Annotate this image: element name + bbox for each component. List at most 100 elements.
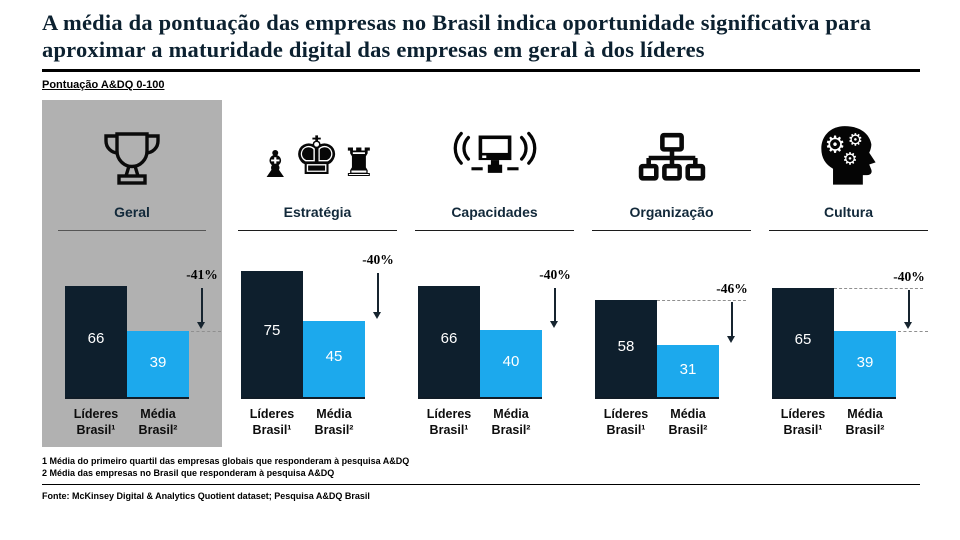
category-divider — [238, 230, 397, 232]
bar-chart-estrategia: 75 45 -40% Líderes Brasil¹ Média Brasil² — [236, 245, 399, 439]
bar-value-label: 40 — [502, 353, 520, 371]
gap-arrow — [908, 290, 910, 323]
media-bar: 31 — [657, 345, 719, 398]
gap-dashed-line-leader — [657, 300, 746, 302]
bars-area: 65 39 -40% — [772, 245, 928, 400]
bar-axis-labels: Líderes Brasil¹ Média Brasil² — [418, 406, 546, 439]
category-column-cultura: ⚙ ⚙ ⚙ Cultura 65 39 -40% Líderes Brasil¹ Médi… — [767, 100, 930, 447]
bar-value-label: 75 — [263, 322, 281, 340]
axis-label: Líderes Brasil¹ — [780, 407, 826, 438]
source-line: Fonte: McKinsey Digital & Analytics Quot… — [42, 491, 370, 502]
bar-chart-capacidades: 66 40 -40% Líderes Brasil¹ Média Brasil² — [413, 245, 576, 439]
category-divider — [415, 230, 574, 232]
footnote-1: 1 Média do primeiro quartil das empresas… — [42, 455, 410, 466]
category-label: Organização — [629, 204, 714, 221]
chart-unit-label: Pontuação A&DQ 0-100 — [42, 79, 165, 92]
axis-baseline — [65, 397, 189, 400]
bar-axis-labels: Líderes Brasil¹ Média Brasil² — [595, 406, 723, 439]
svg-text:⚙: ⚙ — [824, 131, 845, 159]
bars-area: 75 45 -40% — [241, 245, 397, 400]
bars-area: 66 39 -41% — [65, 245, 221, 400]
footnote-2: 2 Média das empresas no Brasil que respo… — [42, 467, 335, 478]
gap-dashed-line-media — [191, 331, 221, 333]
trophy-icon — [42, 112, 222, 202]
gap-arrow-head — [373, 312, 381, 320]
bar-chart-organizacao: 58 31 -46% Líderes Brasil¹ Média Brasil² — [590, 245, 753, 439]
category-divider — [592, 230, 751, 232]
gap-percent-label: -46% — [716, 281, 748, 297]
bar-chart-geral: 66 39 -41% Líderes Brasil¹ Média Brasil² — [42, 245, 222, 439]
bar-value-label: 45 — [325, 348, 343, 366]
leader-bar: 75 — [241, 271, 303, 398]
bars-area: 58 31 -46% — [595, 245, 751, 400]
bar-value-label: 65 — [794, 331, 812, 349]
org-chart-icon — [590, 112, 753, 202]
axis-baseline — [418, 397, 542, 400]
gap-arrow-head — [904, 322, 912, 330]
category-column-organizacao: Organização 58 31 -46% Líderes Brasil¹ Média B… — [590, 100, 753, 447]
bar-value-label: 58 — [617, 338, 635, 356]
gap-percent-label: -40% — [893, 269, 925, 285]
category-column-estrategia: ♝ ♚ ♜ Estratégia 75 45 -40% Líderes Brasil¹ Méd… — [236, 100, 399, 447]
axis-label: Líderes Brasil¹ — [426, 407, 472, 438]
gap-arrow — [377, 273, 379, 313]
leader-bar: 65 — [772, 288, 834, 398]
axis-label: Média Brasil² — [314, 407, 354, 438]
title-divider — [42, 69, 920, 73]
category-label: Geral — [114, 204, 150, 221]
bar-chart-cultura: 65 39 -40% Líderes Brasil¹ Média Brasil² — [767, 245, 930, 439]
axis-label: Média Brasil² — [845, 407, 885, 438]
bar-value-label: 31 — [679, 361, 697, 379]
bar-value-label: 66 — [440, 330, 458, 348]
gap-arrow — [201, 288, 203, 323]
category-columns: Geral 66 39 -41% Líderes Brasil¹ Média Brasil²… — [42, 100, 932, 447]
category-divider — [58, 230, 206, 232]
gap-arrow-head — [727, 336, 735, 344]
gap-arrow — [554, 288, 556, 322]
category-divider — [769, 230, 928, 232]
media-bar: 39 — [127, 331, 189, 398]
axis-label: Líderes Brasil¹ — [249, 407, 295, 438]
head-with-gears-icon: ⚙ ⚙ ⚙ — [767, 112, 930, 202]
axis-baseline — [772, 397, 896, 400]
category-label: Estratégia — [283, 204, 352, 221]
media-bar: 39 — [834, 331, 896, 398]
page-title: A média da pontuação das empresas no Bra… — [42, 10, 872, 62]
gap-dashed-line-leader — [834, 288, 923, 290]
media-bar: 45 — [303, 321, 365, 398]
axis-label: Média Brasil² — [138, 407, 178, 438]
bar-axis-labels: Líderes Brasil¹ Média Brasil² — [65, 406, 193, 439]
connected-computer-icon — [413, 112, 576, 202]
axis-baseline — [595, 397, 719, 400]
leader-bar: 58 — [595, 300, 657, 398]
bars-area: 66 40 -40% — [418, 245, 574, 400]
svg-text:⚙: ⚙ — [847, 130, 862, 150]
axis-label: Líderes Brasil¹ — [73, 407, 119, 438]
media-bar: 40 — [480, 330, 542, 398]
leader-bar: 66 — [65, 286, 127, 398]
bar-axis-labels: Líderes Brasil¹ Média Brasil² — [772, 406, 900, 439]
category-column-geral: Geral 66 39 -41% Líderes Brasil¹ Média Brasil² — [42, 100, 222, 447]
axis-label: Média Brasil² — [491, 407, 531, 438]
axis-label: Líderes Brasil¹ — [603, 407, 649, 438]
category-column-capacidades: Capacidades 66 40 -40% Líderes Brasil¹ Média B… — [413, 100, 576, 447]
gap-percent-label: -40% — [539, 267, 571, 283]
footnotes: 1 Média do primeiro quartil das empresas… — [42, 455, 935, 479]
gap-dashed-line-media — [898, 331, 928, 333]
bar-value-label: 39 — [149, 354, 167, 372]
gap-arrow-head — [197, 322, 205, 330]
axis-baseline — [241, 397, 365, 400]
source-divider — [42, 483, 920, 486]
gap-percent-label: -41% — [186, 267, 218, 283]
gap-arrow — [731, 302, 733, 337]
gap-arrow-head — [550, 321, 558, 329]
svg-text:⚙: ⚙ — [842, 150, 857, 170]
axis-label: Média Brasil² — [668, 407, 708, 438]
bar-value-label: 66 — [87, 330, 105, 348]
category-label: Capacidades — [451, 204, 538, 221]
gap-percent-label: -40% — [362, 252, 394, 268]
bar-value-label: 39 — [856, 354, 874, 372]
category-label: Cultura — [824, 204, 873, 221]
bar-axis-labels: Líderes Brasil¹ Média Brasil² — [241, 406, 369, 439]
